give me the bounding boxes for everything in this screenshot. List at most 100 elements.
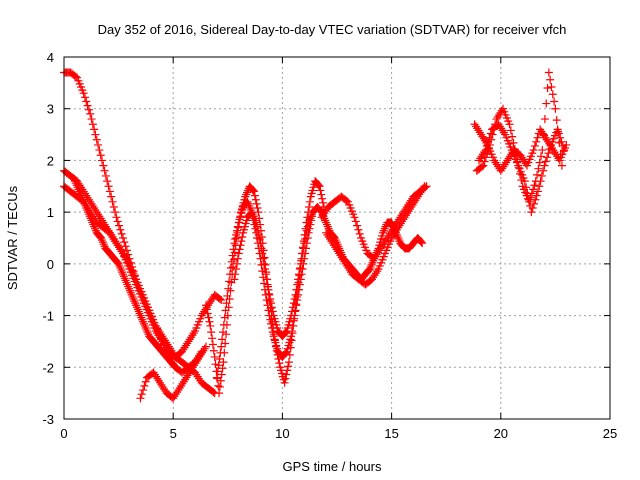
y-tick-label: 2 — [47, 153, 54, 168]
data-point — [284, 358, 293, 367]
data-point — [209, 388, 218, 397]
data-point — [221, 306, 230, 315]
data-point — [207, 328, 216, 337]
data-point — [302, 226, 311, 235]
data-point — [288, 303, 297, 312]
data-point — [543, 84, 552, 93]
data-point — [508, 132, 517, 141]
data-point — [139, 386, 148, 395]
data-point — [299, 244, 308, 253]
data-point — [355, 229, 364, 238]
y-tick-label: -3 — [42, 412, 54, 427]
data-point — [527, 208, 536, 217]
data-point — [238, 232, 247, 241]
data-point — [288, 307, 297, 316]
data-point — [140, 381, 149, 390]
axis-ticks: 0 5 10 15 20 25 -3 -2 -1 0 1 2 3 4 — [42, 50, 617, 441]
data-point — [281, 374, 290, 383]
data-point — [232, 226, 241, 235]
data-point — [250, 191, 259, 200]
data-point — [552, 116, 561, 125]
data-point — [261, 270, 270, 279]
data-point — [541, 157, 550, 166]
data-point — [210, 352, 219, 361]
data-point — [94, 140, 103, 149]
data-point — [212, 373, 221, 382]
data-point — [522, 183, 531, 192]
data-point — [534, 164, 543, 173]
data-point — [95, 146, 104, 155]
data-point — [258, 249, 267, 258]
data-point — [171, 363, 180, 372]
data-point — [532, 137, 541, 146]
data-point — [215, 382, 224, 391]
data-point — [316, 186, 325, 195]
data-point — [540, 161, 549, 170]
data-point — [275, 359, 284, 368]
data-point — [87, 115, 96, 124]
data-point — [260, 265, 269, 274]
data-point — [267, 319, 276, 328]
data-point — [80, 93, 89, 102]
data-point — [553, 125, 562, 134]
series-5 — [136, 342, 210, 403]
data-point — [317, 190, 326, 199]
data-point — [218, 335, 227, 344]
data-point — [206, 321, 215, 330]
data-point — [300, 239, 309, 248]
plot-frame — [63, 56, 611, 420]
data-point — [100, 166, 109, 175]
data-point — [532, 191, 541, 200]
data-point — [137, 390, 146, 399]
data-point — [213, 367, 222, 376]
data-point — [112, 213, 121, 222]
data-point — [91, 130, 100, 139]
data-point — [535, 182, 544, 191]
data-point — [479, 161, 488, 170]
data-point — [101, 171, 110, 180]
data-point — [350, 213, 359, 222]
data-point — [116, 225, 125, 234]
data-point — [105, 187, 114, 196]
data-point — [281, 348, 290, 357]
data-point — [209, 346, 218, 355]
data-point — [531, 195, 540, 204]
data-point — [264, 285, 273, 294]
data-point — [354, 225, 363, 234]
data-point — [287, 311, 296, 320]
data-point — [220, 313, 229, 322]
series-10 — [322, 182, 429, 289]
data-point — [203, 309, 212, 318]
data-point — [252, 199, 261, 208]
data-point — [249, 186, 258, 195]
data-point — [121, 242, 130, 251]
data-point — [536, 177, 545, 186]
data-point — [545, 145, 554, 154]
data-point — [256, 239, 265, 248]
data-point — [315, 182, 324, 191]
data-point — [298, 249, 307, 258]
x-tick-label: 25 — [603, 426, 617, 441]
data-point — [556, 133, 565, 142]
data-point — [319, 198, 328, 207]
y-tick-label: -1 — [42, 309, 54, 324]
data-point — [170, 362, 179, 371]
data-point — [108, 197, 117, 206]
data-point — [529, 199, 538, 208]
data-point — [226, 263, 235, 272]
data-point — [232, 265, 241, 274]
data-point — [351, 217, 360, 226]
data-point — [260, 259, 269, 268]
data-point — [303, 222, 312, 231]
data-point — [562, 140, 571, 149]
data-point — [96, 151, 105, 160]
data-point — [79, 89, 88, 98]
data-point — [484, 137, 493, 146]
data-point — [83, 101, 92, 110]
data-point — [257, 244, 266, 253]
data-point — [538, 146, 547, 155]
data-point — [295, 265, 304, 274]
data-point — [297, 254, 306, 263]
data-point — [305, 202, 314, 211]
data-point — [301, 230, 310, 239]
